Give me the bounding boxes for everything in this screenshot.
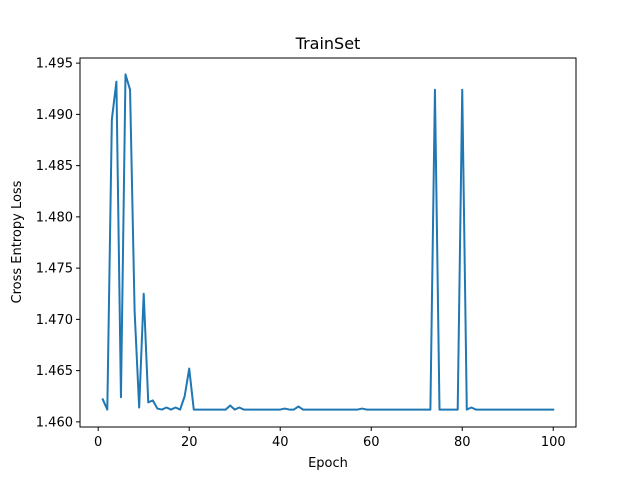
y-tick-label: 1.480 <box>36 210 73 225</box>
x-tick-label: 60 <box>363 435 380 450</box>
y-tick-label: 1.475 <box>36 262 73 277</box>
y-tick-label: 1.470 <box>36 313 73 328</box>
plot-area: 0 20 40 60 80 100 1.460 1.465 1.470 1.475 1.480 1.4… <box>36 57 566 450</box>
plot-frame <box>79 57 577 428</box>
y-axis-label: Cross Entropy Loss <box>10 180 25 303</box>
series-line-0 <box>101 73 555 411</box>
x-tick-label: 20 <box>181 435 198 450</box>
y-tick-label: 1.485 <box>36 159 73 174</box>
y-tick-label: 1.495 <box>36 57 73 72</box>
x-tick-label: 40 <box>272 435 289 450</box>
y-tick-label: 1.490 <box>36 108 73 123</box>
x-tick-label: 0 <box>94 435 102 450</box>
x-axis-label: Epoch <box>308 456 348 471</box>
chart-title: TrainSet <box>295 34 361 53</box>
x-tick-label: 100 <box>541 435 566 450</box>
y-tick-label: 1.465 <box>36 364 73 379</box>
x-tick-label: 80 <box>454 435 471 450</box>
y-tick-label: 1.460 <box>36 415 73 430</box>
